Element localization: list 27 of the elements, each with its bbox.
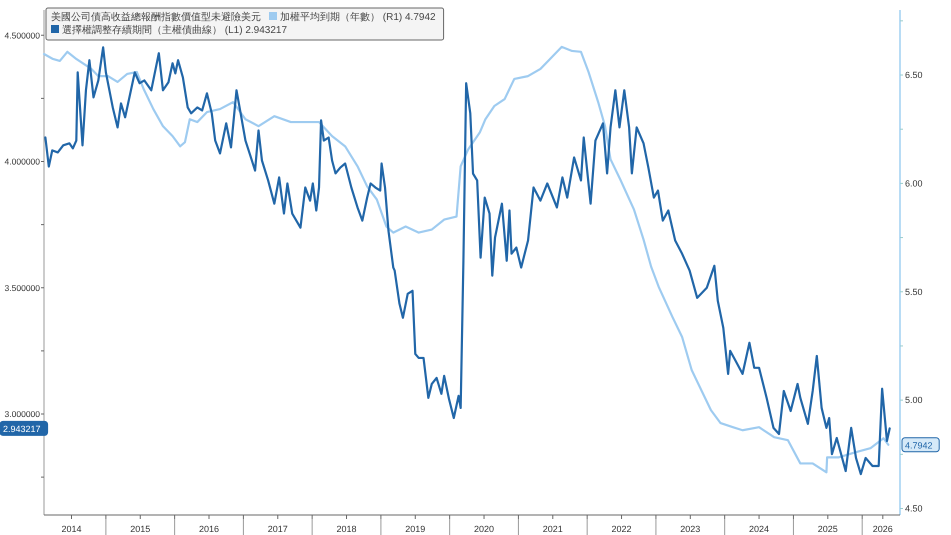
x-tick-label: 2018 bbox=[336, 524, 357, 534]
x-tick-label: 2017 bbox=[268, 524, 288, 534]
x-tick-label: 2016 bbox=[198, 524, 220, 534]
x-tick-label: 2015 bbox=[130, 524, 150, 534]
text: 2.943217 bbox=[3, 424, 41, 434]
y-tick-label: 4.500000 bbox=[4, 30, 40, 40]
x-tick-label: 2024 bbox=[749, 524, 770, 534]
legend-label: 選擇權調整存續期間（主權債曲線） (L1) 2.943217 bbox=[62, 24, 288, 36]
x-tick-label: 2025 bbox=[818, 524, 838, 534]
y2-tick-label: 6.00 bbox=[905, 178, 923, 188]
text: 4.7942 bbox=[905, 440, 933, 450]
x-tick-label: 2020 bbox=[474, 524, 494, 534]
x-tick-label: 2023 bbox=[680, 524, 700, 534]
y-tick-label: 4.000000 bbox=[4, 156, 40, 166]
y2-tick-label: 6.50 bbox=[905, 70, 923, 80]
x-tick-label: 2026 bbox=[872, 524, 893, 534]
x-tick-label: 2021 bbox=[542, 524, 563, 534]
x-tick-label: 2014 bbox=[61, 524, 82, 534]
y-tick-label: 3.000000 bbox=[4, 409, 40, 419]
x-tick-label: 2022 bbox=[612, 524, 632, 534]
y2-tick-label: 5.50 bbox=[905, 286, 923, 297]
y2-tick-label: 4.50 bbox=[905, 504, 923, 514]
y-tick-label: 3.500000 bbox=[4, 282, 40, 293]
x-tick-label: 2019 bbox=[405, 524, 426, 534]
y2-tick-label: 5.00 bbox=[905, 395, 923, 406]
chart-title: 美國公司債高收益總報酬指數價值型未避險美元 bbox=[51, 11, 261, 23]
legend-label: 加權平均到期（年數） (R1) 4.7942 bbox=[280, 11, 436, 23]
